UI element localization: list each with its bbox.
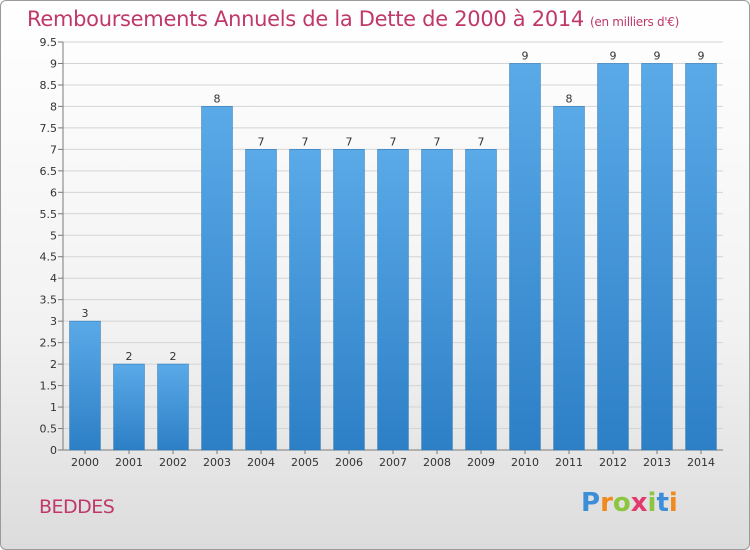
- chart-subtitle: (en milliers d'€): [590, 15, 680, 29]
- proxiti-logo: Proxiti: [581, 488, 678, 518]
- bar-value-label: 8: [566, 92, 573, 105]
- bar-value-label: 7: [390, 135, 397, 148]
- y-tick-label: 3.5: [40, 294, 58, 307]
- bar: [685, 63, 717, 451]
- bar: [421, 149, 453, 451]
- y-tick-label: 4.5: [40, 251, 58, 264]
- x-tick-label: 2002: [159, 456, 187, 469]
- y-tick-label: 2: [50, 358, 57, 371]
- y-tick-label: 6.5: [40, 165, 58, 178]
- bar-value-label: 9: [610, 49, 617, 62]
- x-tick-label: 2001: [115, 456, 143, 469]
- bar-value-label: 2: [170, 350, 177, 363]
- x-tick-label: 2009: [467, 456, 495, 469]
- y-tick-label: 0.5: [40, 423, 58, 436]
- x-tick-label: 2013: [643, 456, 671, 469]
- chart-title-text: Remboursements Annuels de la Dette de 20…: [27, 7, 584, 31]
- bar: [289, 149, 321, 451]
- bar-value-label: 2: [126, 350, 133, 363]
- y-tick-label: 8: [50, 100, 57, 113]
- bar: [553, 106, 585, 451]
- location-label: BEDDES: [39, 496, 115, 518]
- bar: [465, 149, 497, 451]
- bar: [597, 63, 629, 451]
- x-tick-label: 2006: [335, 456, 363, 469]
- x-tick-label: 2014: [687, 456, 715, 469]
- bar: [509, 63, 541, 451]
- bar-value-label: 7: [434, 135, 441, 148]
- bar-value-label: 9: [654, 49, 661, 62]
- y-tick-label: 1.5: [40, 380, 58, 393]
- x-tick-label: 2005: [291, 456, 319, 469]
- bar-value-label: 7: [302, 135, 309, 148]
- x-tick-label: 2012: [599, 456, 627, 469]
- y-tick-label: 5: [50, 229, 57, 242]
- bar-value-label: 9: [522, 49, 529, 62]
- y-tick-label: 9.5: [40, 36, 58, 49]
- bar: [245, 149, 277, 451]
- bar-value-label: 8: [214, 92, 221, 105]
- x-tick-label: 2011: [555, 456, 583, 469]
- y-tick-label: 0: [50, 444, 57, 457]
- y-tick-label: 9: [50, 57, 57, 70]
- bar-value-label: 7: [346, 135, 353, 148]
- x-tick-label: 2010: [511, 456, 539, 469]
- bar-value-label: 9: [698, 49, 705, 62]
- bar: [69, 320, 101, 451]
- bar: [201, 106, 233, 451]
- bar-value-label: 3: [82, 307, 89, 320]
- x-tick-label: 2008: [423, 456, 451, 469]
- chart-title: Remboursements Annuels de la Dette de 20…: [27, 7, 679, 31]
- y-tick-label: 7: [50, 143, 57, 156]
- y-tick-label: 5.5: [40, 208, 58, 221]
- bar: [113, 363, 145, 451]
- y-tick-label: 2.5: [40, 337, 58, 350]
- bar-value-label: 7: [478, 135, 485, 148]
- bar-value-label: 7: [258, 135, 265, 148]
- y-tick-label: 8.5: [40, 79, 58, 92]
- bar: [641, 63, 673, 451]
- y-tick-label: 6: [50, 186, 57, 199]
- bar: [157, 363, 189, 451]
- y-tick-label: 7.5: [40, 122, 58, 135]
- x-tick-label: 2000: [71, 456, 99, 469]
- bar: [377, 149, 409, 451]
- x-tick-label: 2007: [379, 456, 407, 469]
- x-tick-label: 2003: [203, 456, 231, 469]
- y-tick-label: 1: [50, 401, 57, 414]
- bar: [333, 149, 365, 451]
- y-tick-label: 4: [50, 272, 57, 285]
- y-tick-label: 3: [50, 315, 57, 328]
- x-tick-label: 2004: [247, 456, 275, 469]
